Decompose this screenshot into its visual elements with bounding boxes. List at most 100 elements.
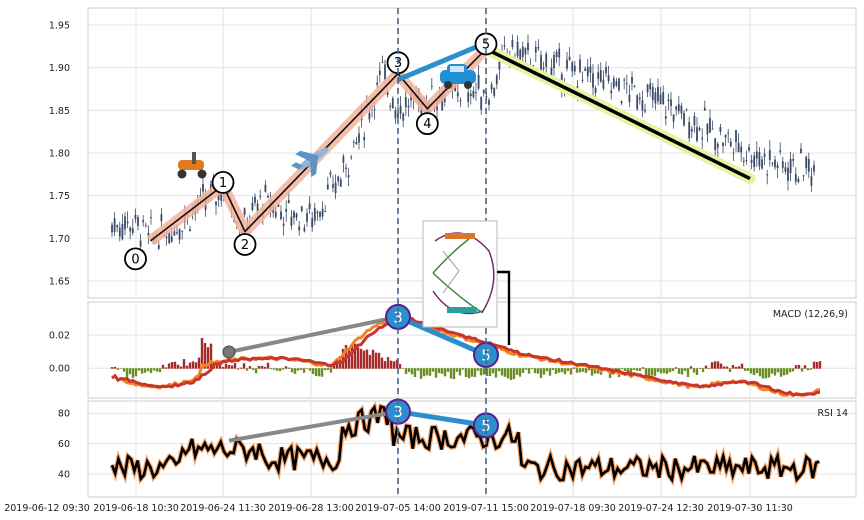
macd-histogram-bar bbox=[707, 368, 711, 370]
macd-histogram-bar bbox=[164, 367, 168, 369]
candle-body bbox=[181, 230, 184, 232]
macd-histogram-bar bbox=[758, 368, 762, 377]
candle-body bbox=[485, 96, 488, 98]
macd-histogram-bar bbox=[206, 347, 210, 369]
candle-body bbox=[337, 176, 340, 182]
candle-body bbox=[469, 93, 472, 97]
candle-body bbox=[690, 128, 693, 132]
candle-body bbox=[131, 228, 134, 233]
y-tick-label: 1.75 bbox=[49, 191, 70, 202]
macd-histogram-bar bbox=[737, 366, 741, 369]
macd-histogram-bar bbox=[545, 368, 549, 372]
candle-body bbox=[157, 245, 160, 249]
macd-histogram-bar bbox=[242, 363, 246, 369]
x-tick-label: 2019-06-28 13:00 bbox=[268, 503, 354, 514]
candle-body bbox=[511, 40, 514, 48]
candle-body bbox=[111, 224, 113, 233]
candle-body bbox=[599, 70, 602, 82]
candle-body bbox=[329, 172, 332, 175]
macd-histogram-bar bbox=[509, 368, 513, 381]
x-tick-label: 2019-07-05 14:00 bbox=[355, 503, 441, 514]
macd-histogram-bar bbox=[224, 363, 228, 369]
y-tick-label: 40 bbox=[58, 470, 70, 481]
candle-body bbox=[287, 200, 290, 204]
candle-body bbox=[404, 97, 407, 108]
candle-body bbox=[134, 214, 137, 219]
macd-histogram-bar bbox=[239, 367, 243, 369]
airplane-wing bbox=[309, 155, 319, 178]
candle-body bbox=[680, 105, 683, 114]
macd-histogram-bar bbox=[659, 368, 663, 374]
candle-body bbox=[701, 137, 704, 140]
car-icon bbox=[440, 64, 476, 89]
candle-body bbox=[178, 229, 181, 240]
candle-body bbox=[311, 218, 314, 228]
macd-histogram-bar bbox=[788, 368, 792, 373]
macd-histogram-bar bbox=[209, 343, 213, 369]
macd-histogram-bar bbox=[353, 343, 357, 369]
macd-histogram-bar bbox=[719, 363, 723, 369]
wave-label-circle bbox=[415, 112, 439, 136]
candle-body bbox=[342, 156, 345, 163]
scooter-handle bbox=[192, 152, 196, 164]
candle-body bbox=[657, 86, 659, 102]
wave-label: 5 bbox=[482, 37, 490, 52]
macd-histogram-bar bbox=[581, 368, 585, 372]
candle-body bbox=[698, 127, 701, 131]
macd-histogram-bar bbox=[350, 345, 354, 369]
candle-body bbox=[215, 201, 217, 206]
candle-body bbox=[714, 138, 717, 150]
candle-body bbox=[750, 159, 753, 163]
macd-histogram-bar bbox=[425, 368, 429, 376]
macd-marker-label: 3 bbox=[393, 308, 403, 326]
candle-body bbox=[766, 174, 769, 176]
macd-histogram-bar bbox=[380, 357, 384, 369]
macd-histogram-bar bbox=[485, 368, 489, 376]
macd-histogram-bar bbox=[566, 368, 570, 372]
candle-body bbox=[519, 49, 522, 60]
macd-histogram-bar bbox=[275, 368, 279, 371]
candle-body bbox=[259, 195, 262, 197]
macd-histogram-bar bbox=[167, 363, 171, 369]
candle-body bbox=[623, 79, 626, 81]
macd-histogram-bar bbox=[785, 368, 789, 375]
car-wheel bbox=[444, 81, 452, 89]
candle-body bbox=[199, 194, 202, 197]
candle-body bbox=[774, 159, 776, 168]
roller-coaster-icon bbox=[422, 220, 498, 328]
macd-histogram-bar bbox=[818, 361, 822, 369]
macd-histogram-bar bbox=[185, 365, 189, 369]
x-tick-label: 2019-06-24 11:30 bbox=[180, 503, 266, 514]
macd-histogram-bar bbox=[197, 357, 201, 369]
candle-body bbox=[503, 45, 506, 47]
macd-histogram-bar bbox=[260, 365, 264, 369]
candle-body bbox=[368, 112, 371, 120]
macd-histogram-bar bbox=[314, 368, 318, 377]
candle-body bbox=[732, 152, 735, 154]
macd-histogram-bar bbox=[122, 368, 126, 372]
candle-body bbox=[709, 118, 711, 133]
macd-histogram-bar bbox=[278, 368, 282, 372]
candle-body bbox=[391, 98, 394, 109]
candle-body bbox=[618, 78, 620, 91]
macd-histogram-bar bbox=[392, 361, 396, 369]
macd-histogram-bar bbox=[551, 368, 555, 371]
macd-histogram-bar bbox=[416, 368, 420, 371]
candle-body bbox=[672, 114, 675, 122]
candle-body bbox=[537, 47, 540, 49]
macd-histogram-bar bbox=[806, 368, 810, 371]
candle-body bbox=[355, 141, 358, 145]
macd-histogram-bar bbox=[623, 368, 627, 372]
candle-body bbox=[144, 225, 147, 227]
candle-body bbox=[755, 151, 758, 159]
candle-body bbox=[430, 85, 433, 87]
candle-body bbox=[633, 85, 636, 87]
candle-body bbox=[612, 78, 615, 88]
macd-histogram-bar bbox=[110, 367, 114, 369]
macd-histogram-bar bbox=[443, 368, 447, 377]
candle-body bbox=[571, 62, 574, 72]
macd-histogram-bar bbox=[683, 368, 687, 371]
macd-histogram-bar bbox=[641, 367, 645, 369]
macd-histogram-bar bbox=[311, 368, 315, 374]
candle-body bbox=[402, 113, 405, 121]
